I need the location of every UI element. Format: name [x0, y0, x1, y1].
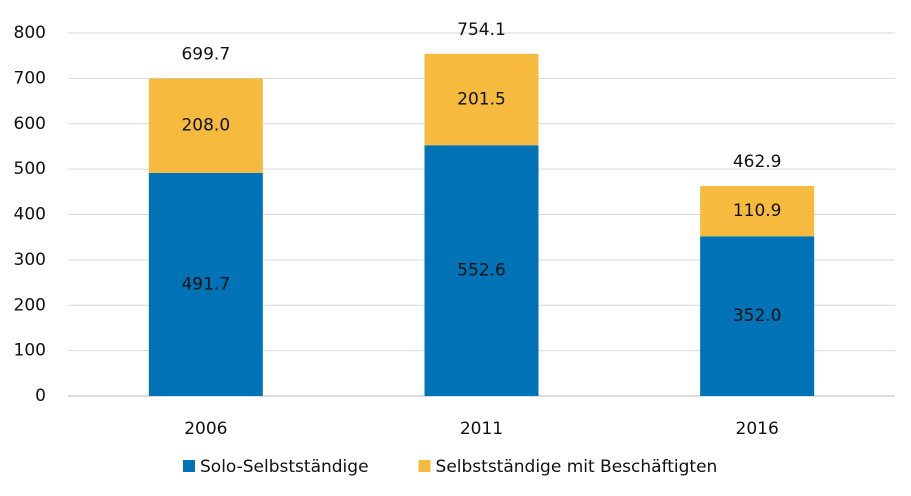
total-label: 699.7	[181, 45, 230, 65]
y-tick-label: 700	[14, 68, 46, 88]
bar-segment	[424, 53, 539, 146]
y-tick-label: 0	[35, 386, 46, 406]
data-label: 552.6	[457, 261, 506, 281]
data-label: 201.5	[457, 90, 506, 110]
data-label: 352.0	[733, 306, 782, 326]
bar-segment	[148, 78, 263, 173]
bar-segment	[148, 172, 263, 396]
bar-segment	[700, 236, 815, 396]
legend-label: Selbstständige mit Beschäftigten	[436, 457, 718, 477]
bar-segment	[700, 185, 815, 237]
data-label: 208.0	[181, 116, 230, 136]
y-tick-label: 500	[14, 159, 46, 179]
y-tick-label: 800	[14, 23, 46, 43]
y-tick-label: 600	[14, 114, 46, 134]
legend-swatch	[418, 460, 431, 472]
y-tick-label: 200	[14, 295, 46, 315]
data-label: 110.9	[733, 201, 782, 221]
x-tick-label: 2011	[460, 419, 503, 439]
legend-label: Solo-Selbstständige	[200, 457, 369, 477]
data-label: 491.7	[181, 274, 230, 294]
total-label: 462.9	[733, 152, 782, 172]
y-tick-label: 100	[14, 341, 46, 361]
total-label: 754.1	[457, 20, 506, 40]
x-tick-label: 2016	[736, 419, 779, 439]
y-tick-label: 300	[14, 250, 46, 270]
bar-segment	[424, 145, 539, 396]
y-tick-label: 400	[14, 205, 46, 225]
legend-swatch	[183, 460, 195, 472]
x-tick-label: 2006	[184, 419, 227, 439]
